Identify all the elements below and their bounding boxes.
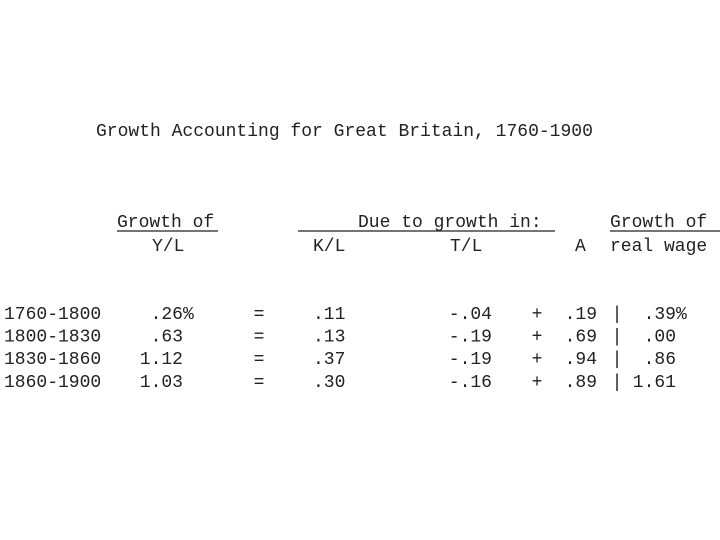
- wage-growth: .00: [644, 327, 676, 347]
- operator: =: [254, 373, 265, 393]
- column-header: T/L: [450, 237, 482, 257]
- operator: +: [532, 373, 543, 393]
- group-header: Growth of: [117, 213, 214, 233]
- separator: |: [612, 327, 623, 347]
- productivity: .89: [565, 373, 597, 393]
- column-header: K/L: [313, 237, 345, 257]
- land-term: -.19: [449, 327, 492, 347]
- output-growth: 1.12: [140, 350, 183, 370]
- land-term: -.19: [449, 350, 492, 370]
- table-body: 1760-1800 .26% = .11 -.04 + .19 | .39% 1800-1830.…: [4, 305, 687, 393]
- output-growth: .63: [151, 327, 183, 347]
- wage-growth: .86: [644, 350, 676, 370]
- productivity: .69: [565, 327, 597, 347]
- separator: |: [612, 373, 623, 393]
- productivity: .94: [565, 350, 597, 370]
- operator: +: [532, 327, 543, 347]
- land-term: -.16: [449, 373, 492, 393]
- group-header: Growth of: [610, 213, 707, 233]
- capital-term: .30: [313, 373, 345, 393]
- column-header: Y/L: [152, 237, 184, 257]
- output-growth: 1.03: [140, 373, 183, 393]
- column-header: real wage: [610, 237, 707, 257]
- wage-growth: .39%: [644, 305, 687, 325]
- wage-growth: 1.61: [633, 373, 676, 393]
- operator: =: [254, 305, 265, 325]
- group-header: Due to growth in:: [358, 213, 542, 233]
- title: Growth Accounting for Great Britain, 176…: [96, 122, 593, 142]
- capital-term: .13: [313, 327, 345, 347]
- land-term: -.04: [449, 305, 492, 325]
- column-header: A: [575, 237, 586, 257]
- period: 1860-1900: [4, 373, 101, 393]
- separator: |: [612, 350, 623, 370]
- period: 1800-1830: [4, 327, 101, 347]
- operator: +: [532, 305, 543, 325]
- operator: +: [532, 350, 543, 370]
- separator: |: [612, 305, 623, 325]
- period: 1760-1800: [4, 305, 101, 325]
- operator: =: [254, 327, 265, 347]
- output-growth: .26%: [151, 305, 194, 325]
- capital-term: .37: [313, 350, 345, 370]
- period: 1830-1860: [4, 350, 101, 370]
- operator: =: [254, 350, 265, 370]
- capital-term: .11: [313, 305, 345, 325]
- productivity: .19: [565, 305, 597, 325]
